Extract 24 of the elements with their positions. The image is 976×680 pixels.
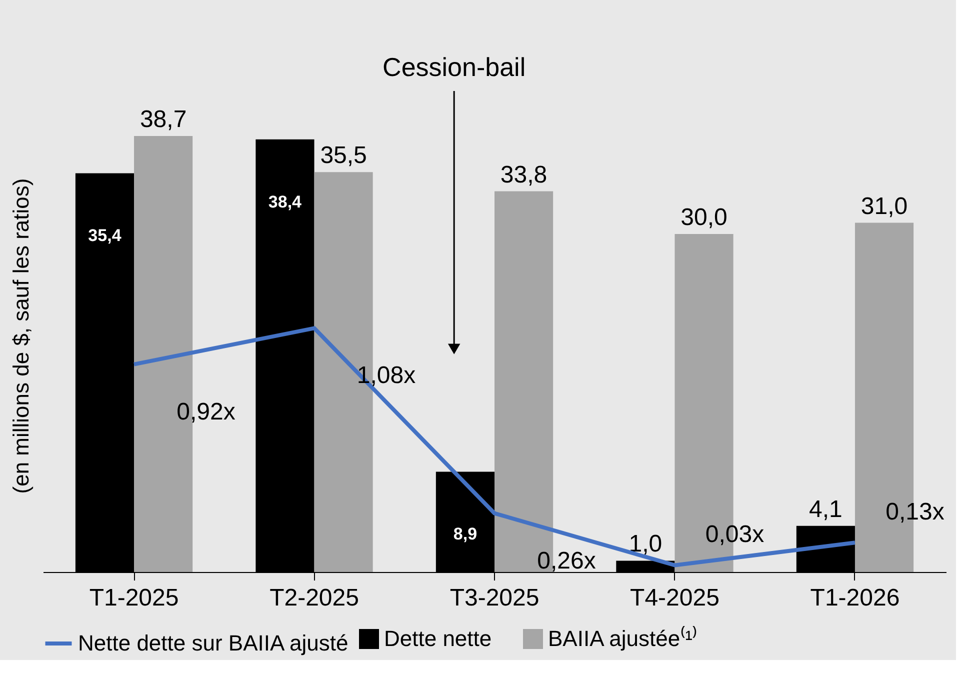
data-label: 35,4 <box>88 226 122 246</box>
data-label: 30,0 <box>680 204 728 232</box>
x-tick-label: T1-2025 <box>89 584 179 612</box>
data-label: 31,0 <box>860 192 908 220</box>
x-tick-label: T4-2025 <box>630 584 720 612</box>
text: Cession-bail <box>382 52 526 82</box>
data-label: 33,8 <box>500 161 548 188</box>
data-label: 1,0 <box>628 530 662 558</box>
data-label: 0,03x <box>705 521 764 548</box>
data-label: 35,5 <box>320 142 367 170</box>
data-label: 0,26x <box>537 547 596 574</box>
x-tick-label: T2-2025 <box>270 584 359 612</box>
legend-label: Dette nette <box>384 626 492 651</box>
data-label: 38,4 <box>268 192 302 212</box>
x-tick-label: T3-2025 <box>450 584 540 612</box>
legend-label: Nette dette sur BAIIA ajusté <box>78 630 348 656</box>
data-label: 38,7 <box>140 106 187 134</box>
data-label: 4,1 <box>809 496 842 523</box>
data-label: 0,92x <box>176 398 236 426</box>
y-axis-title: (en millions de $, sauf les ratios) <box>8 178 34 494</box>
data-label: 8,9 <box>453 524 478 544</box>
data-label: 0,13x <box>886 498 944 526</box>
x-tick-label: T1-2026 <box>810 584 900 612</box>
legend-label: BAIIA ajustée⁽¹⁾ <box>548 626 698 651</box>
